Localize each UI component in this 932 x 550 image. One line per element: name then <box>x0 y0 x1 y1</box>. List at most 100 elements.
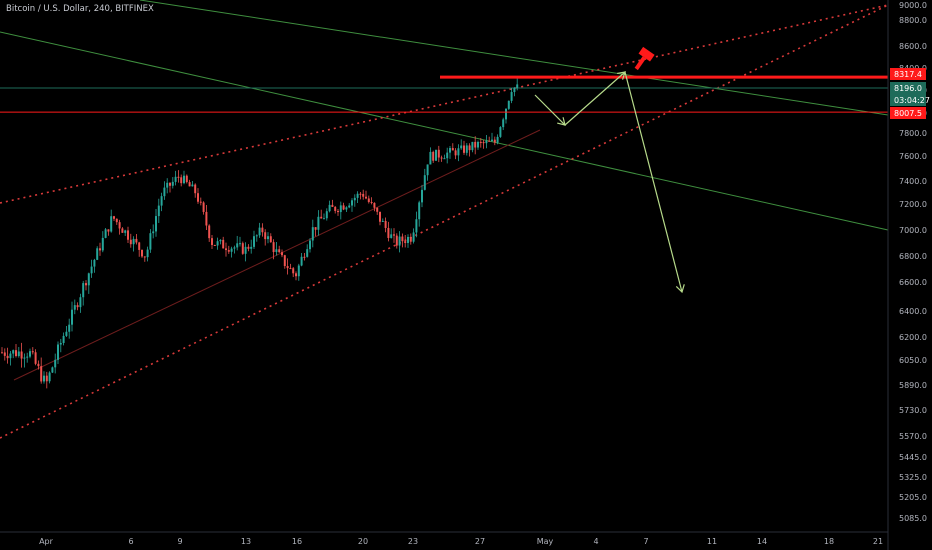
x-tick-label: 13 <box>241 537 251 546</box>
candle-body <box>286 266 289 269</box>
candle-body <box>437 149 440 158</box>
x-tick-label: 23 <box>408 537 418 546</box>
candle-body <box>323 218 325 220</box>
x-tick-label: May <box>537 537 554 546</box>
candle-body <box>141 249 143 257</box>
candle-body <box>314 227 317 230</box>
candle-body <box>348 205 351 208</box>
candle-body <box>45 375 48 382</box>
candle-body <box>465 145 468 153</box>
candle-body <box>194 184 197 194</box>
candle-body <box>244 246 247 254</box>
candle-body <box>367 198 370 202</box>
candle-body <box>219 239 222 242</box>
candle-body <box>205 211 208 226</box>
candle-body <box>311 227 314 241</box>
candle-body <box>87 273 90 286</box>
candle-body <box>12 350 15 354</box>
projection-arrowhead <box>617 71 626 80</box>
y-tick-label: 6800.0 <box>899 252 927 261</box>
candle-body <box>440 157 443 159</box>
candle-body <box>289 268 292 270</box>
candle-body <box>93 259 96 267</box>
candle-body <box>104 229 107 238</box>
y-tick-label: 6050.0 <box>899 356 927 365</box>
y-tick-label: 6400.0 <box>899 307 927 316</box>
candle-body <box>258 227 261 236</box>
y-tick-label: 6600.0 <box>899 278 927 287</box>
candle-body <box>370 201 373 203</box>
y-tick-label: 7800.0 <box>899 129 927 138</box>
candle-body <box>303 256 306 258</box>
x-tick-label: 6 <box>128 537 133 546</box>
candle-body <box>216 241 219 246</box>
candle-body <box>390 234 393 238</box>
trendline-lower-green <box>0 31 889 231</box>
wedge-upper-dotted <box>0 4 889 204</box>
candle-body <box>174 176 177 182</box>
candle-body <box>516 84 519 88</box>
candle-body <box>85 283 87 286</box>
price-badge-label: 8007.5 <box>894 109 922 118</box>
candle-body <box>110 216 113 232</box>
candle-body <box>306 249 309 257</box>
candles <box>1 78 519 389</box>
candle-body <box>393 234 395 236</box>
candle-body <box>337 210 339 213</box>
candle-body <box>31 351 34 353</box>
candle-body <box>474 141 477 148</box>
candle-body <box>155 216 157 232</box>
candle-body <box>90 266 93 274</box>
candle-body <box>160 196 163 206</box>
candle-body <box>225 248 227 251</box>
price-badge <box>890 82 926 94</box>
chart-title: Bitcoin / U.S. Dollar, 240, BITFINEX <box>6 4 154 14</box>
price-badge-label: 8317.4 <box>894 70 922 79</box>
price-badge <box>890 94 926 106</box>
y-tick-label: 5205.0 <box>899 493 927 502</box>
y-tick-label: 8600.0 <box>899 42 927 51</box>
candle-body <box>261 227 264 233</box>
y-tick-label: 7000.0 <box>899 226 927 235</box>
candle-body <box>381 220 384 222</box>
candle-body <box>127 230 129 240</box>
candle-body <box>345 207 348 210</box>
candle-body <box>502 119 505 128</box>
candle-body <box>107 229 110 232</box>
candle-body <box>373 202 376 208</box>
candle-body <box>449 148 451 153</box>
channel-line-red <box>13 129 541 381</box>
candle-body <box>292 268 295 274</box>
candle-body <box>101 237 104 251</box>
candle-body <box>409 236 412 242</box>
x-tick-label: 4 <box>593 537 598 546</box>
projection-path <box>534 70 683 293</box>
candle-body <box>152 231 155 234</box>
x-tick-label: 18 <box>824 537 834 546</box>
candle-body <box>398 236 401 246</box>
candle-body <box>295 273 297 277</box>
candle-body <box>146 249 149 258</box>
candle-body <box>309 240 311 250</box>
candle-body <box>59 342 62 345</box>
price-badge-label: 03:04:27 <box>894 96 930 105</box>
candle-body <box>485 140 488 144</box>
candle-body <box>415 219 418 233</box>
projection-arrowhead <box>675 284 685 294</box>
candle-body <box>124 230 127 233</box>
candle-body <box>135 238 138 243</box>
y-tick-label: 7600.0 <box>899 152 927 161</box>
candle-body <box>6 355 9 359</box>
candle-body <box>507 100 510 109</box>
annotations <box>0 70 888 294</box>
candle-body <box>342 205 345 210</box>
candle-body <box>62 335 65 343</box>
gavel-icon <box>634 46 655 71</box>
candle-body <box>132 238 135 245</box>
candle-body <box>48 372 51 382</box>
candle-body <box>331 204 334 207</box>
candle-body <box>404 241 407 243</box>
y-tick-label: 5730.0 <box>899 406 927 415</box>
candle-body <box>149 233 152 250</box>
